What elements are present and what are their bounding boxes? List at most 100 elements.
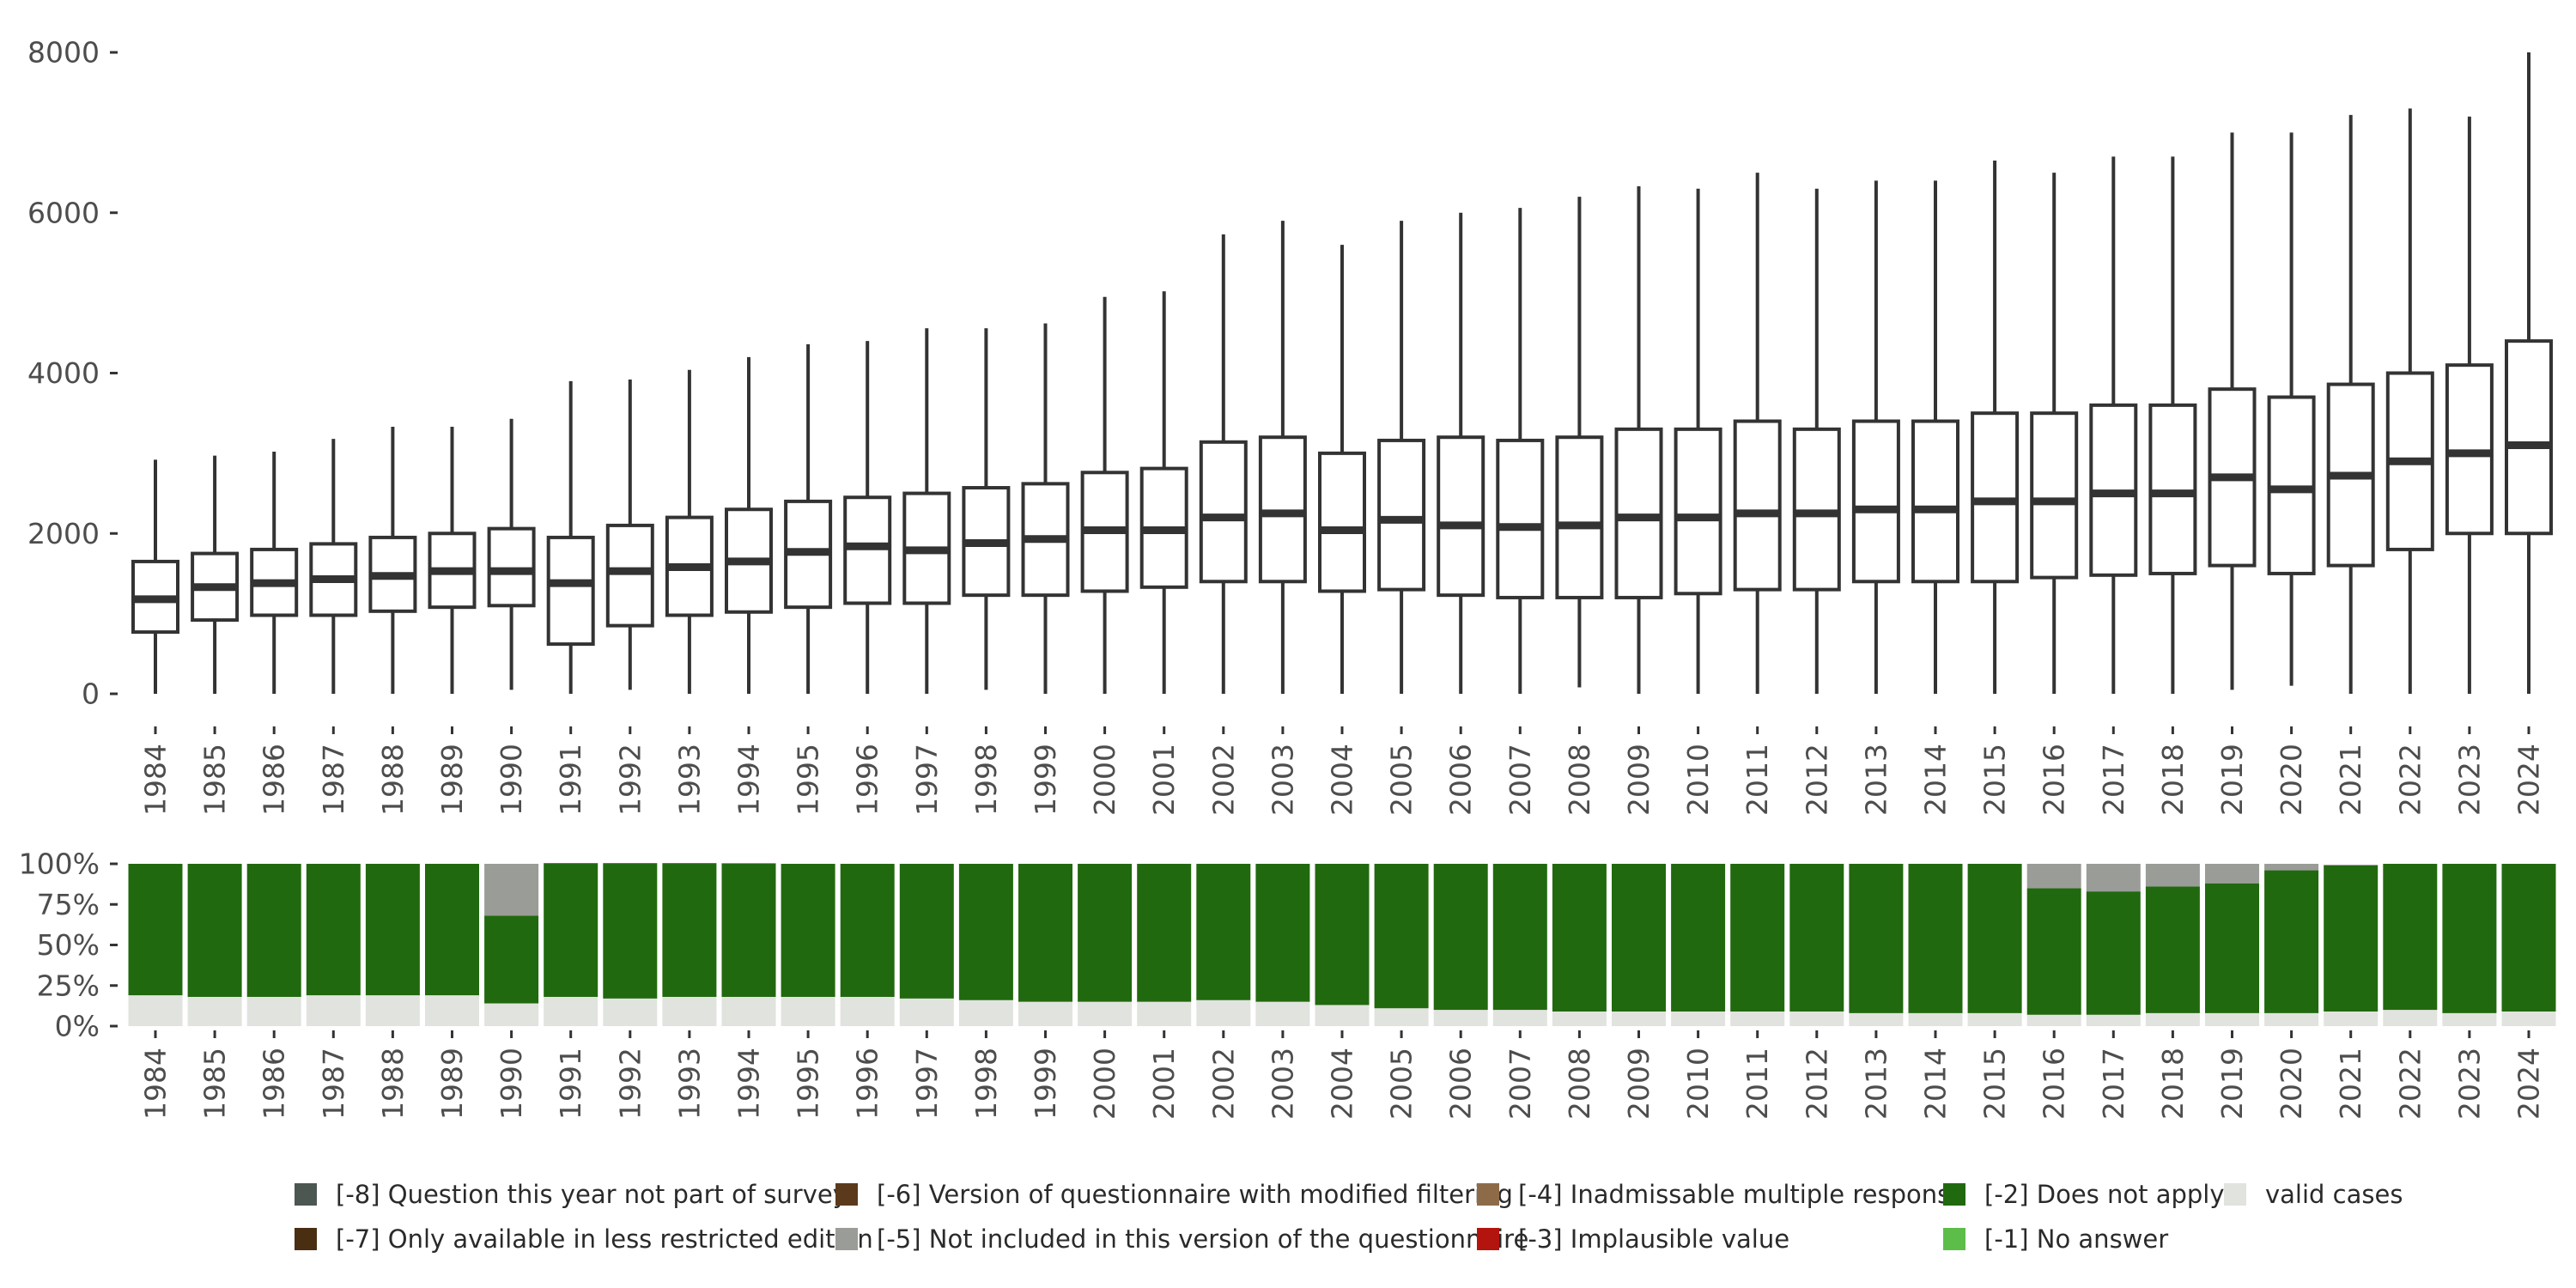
boxplot-x-axis: 1984 1985 1986 1987 1988 1989 1990 1991 1992 1993…: [139, 726, 2546, 816]
legend-item: [-4] Inadmissable multiple response: [1477, 1180, 1965, 1209]
bar-segment: [781, 864, 835, 997]
x-tick-label: 2001: [1147, 1048, 1181, 1120]
legend-item: [-8] Question this year not part of surv…: [295, 1180, 848, 1209]
bar-segment: [662, 996, 717, 1026]
bar-segment: [365, 995, 420, 1026]
x-tick-label: 2014: [1919, 744, 1953, 816]
x-tick-label: 1994: [732, 744, 766, 816]
legend: [-8] Question this year not part of surv…: [295, 1180, 2403, 1254]
box-iqr: [1851, 419, 1900, 584]
bar-segment: [246, 864, 301, 997]
x-tick-label: 2022: [2393, 744, 2427, 816]
legend-item: [-6] Version of questionnaire with modif…: [835, 1180, 1513, 1209]
y-tick-label: 50%: [37, 928, 100, 962]
bar-segment: [958, 864, 1013, 1000]
box-2016: [2030, 173, 2079, 694]
stacked-bar-1992: [603, 863, 658, 1026]
bar-segment: [246, 996, 301, 1026]
stacked-bar-1985: [187, 864, 242, 1026]
legend-swatch: [1943, 1228, 1965, 1250]
x-tick-label: 1991: [554, 744, 587, 816]
bar-segment: [128, 864, 183, 996]
box-1986: [250, 452, 299, 694]
box-2019: [2208, 132, 2257, 690]
bar-segment: [721, 864, 776, 997]
box-iqr: [546, 535, 595, 647]
stacked-bar-1998: [958, 864, 1013, 1026]
stacked-bar-2000: [1078, 864, 1133, 1026]
box-1988: [368, 427, 417, 694]
boxplot-boxes: [131, 52, 2553, 694]
x-tick-label: 2017: [2097, 744, 2130, 816]
bar-segment: [958, 999, 1013, 1026]
x-tick-label: 1996: [851, 744, 884, 816]
bar-segment: [306, 995, 361, 1026]
legend-swatch: [2224, 1183, 2246, 1206]
bar-segment: [1018, 864, 1072, 1002]
bar-segment: [2086, 864, 2141, 892]
x-tick-label: 1994: [732, 1048, 766, 1120]
x-tick-label: 1984: [139, 744, 173, 816]
bar-segment: [2086, 891, 2141, 1015]
box-iqr: [1911, 419, 1959, 584]
x-tick-label: 2018: [2156, 1048, 2190, 1120]
box-2011: [1733, 173, 1782, 694]
box-iqr: [2148, 403, 2197, 575]
stacked-bar-2004: [1315, 864, 1370, 1026]
stacked-bar-2020: [2264, 864, 2319, 1026]
box-iqr: [1437, 435, 1485, 598]
x-tick-label: 1984: [139, 1048, 173, 1120]
box-1997: [902, 328, 951, 694]
bar-segment: [1612, 1011, 1666, 1026]
bar-segment: [1374, 1008, 1429, 1026]
bar-segment: [662, 864, 717, 997]
bar-segment: [1730, 864, 1785, 1012]
stacked-bar-2019: [2205, 864, 2259, 1026]
bar-segment: [603, 864, 658, 999]
box-iqr: [487, 526, 536, 608]
box-1993: [665, 369, 714, 694]
x-tick-label: 2019: [2215, 1048, 2249, 1120]
bar-segment: [1908, 1012, 1963, 1026]
stacked-bar-1988: [365, 864, 420, 1026]
x-tick-label: 2018: [2156, 744, 2190, 816]
stacked-bar-2018: [2145, 864, 2200, 1026]
bar-segment: [2324, 1011, 2379, 1026]
bar-segment: [128, 995, 183, 1026]
x-tick-label: 2013: [1859, 744, 1893, 816]
stacked-bar-2022: [2383, 864, 2438, 1026]
bar-segment: [1908, 864, 1963, 1013]
x-tick-label: 1987: [317, 744, 350, 816]
bar-segment: [603, 863, 658, 864]
legend-label: [-8] Question this year not part of surv…: [336, 1180, 848, 1209]
stacked-bar-2010: [1671, 864, 1726, 1026]
legend-label: valid cases: [2265, 1180, 2403, 1209]
stacked-bar-1997: [899, 864, 954, 1026]
stacked-bar-1989: [425, 864, 479, 1026]
legend-swatch: [1477, 1183, 1499, 1206]
bar-segment: [1255, 1001, 1310, 1026]
stacked-bar-2015: [1967, 864, 2022, 1026]
stacked-bar-x-axis: 1984 1985 1986 1987 1988 1989 1990 1991 1992 1993…: [139, 1030, 2546, 1120]
x-tick-label: 2011: [1741, 1048, 1774, 1120]
box-1985: [191, 455, 240, 694]
box-2006: [1437, 212, 1485, 694]
bar-segment: [1374, 864, 1429, 1009]
box-2014: [1911, 180, 1959, 694]
bar-segment: [721, 996, 776, 1026]
x-tick-label: 2024: [2512, 1048, 2546, 1120]
legend-item: [-2] Does not apply: [1943, 1180, 2225, 1209]
box-1987: [309, 439, 358, 694]
box-2007: [1496, 208, 1545, 694]
y-tick-label: 0%: [55, 1010, 100, 1043]
y-tick-label: 8000: [27, 36, 100, 70]
box-2008: [1555, 197, 1604, 688]
legend-label: [-4] Inadmissable multiple response: [1518, 1180, 1965, 1209]
box-iqr: [1496, 438, 1545, 599]
box-2000: [1080, 296, 1129, 694]
x-tick-label: 1996: [851, 1048, 884, 1120]
legend-item: [-7] Only available in less restricted e…: [295, 1224, 873, 1254]
bar-segment: [1255, 864, 1310, 1002]
stacked-bar-2011: [1730, 864, 1785, 1026]
